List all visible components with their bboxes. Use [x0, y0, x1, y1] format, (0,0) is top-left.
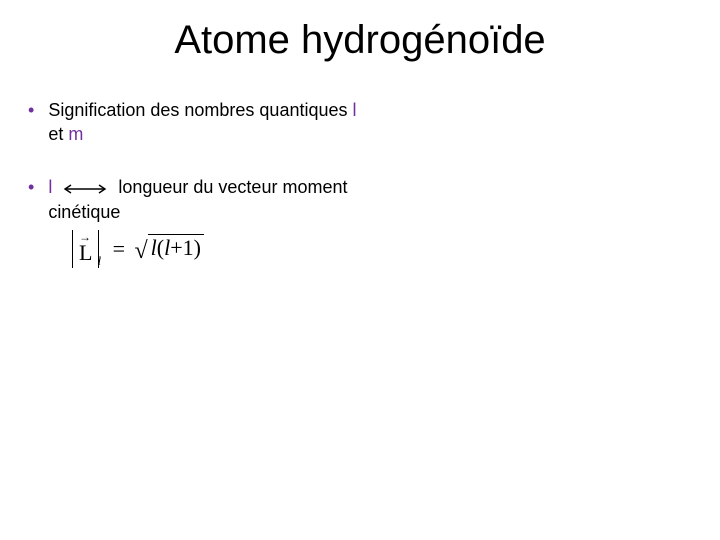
bullet-dot-icon: •: [28, 175, 34, 199]
equals-sign: =: [113, 236, 125, 261]
bullet-text-2: l longueur du vecteur moment cinétique: [48, 175, 368, 225]
radicand: l(l+1): [148, 234, 204, 261]
text-pre: Signification des nombres quantiques: [48, 100, 352, 120]
radical-icon: √: [135, 238, 148, 264]
formula-moment-cinetique: → L l = √l(l+1): [72, 230, 224, 268]
vector-L: → L: [79, 234, 92, 266]
double-arrow-icon: [63, 176, 107, 200]
abs-bars: → L: [72, 230, 99, 268]
bullet-item-longueur: • l longueur du vecteur moment cinétique: [28, 175, 368, 225]
subscript-l: l: [97, 253, 101, 268]
radicand-plus: +1: [170, 235, 193, 260]
quantum-l-2: l: [48, 177, 52, 197]
bullet-dot-icon: •: [28, 98, 34, 122]
radicand-close: ): [194, 235, 201, 260]
quantum-l: l: [353, 100, 357, 120]
bullet-text-1: Signification des nombres quantiques l e…: [48, 98, 368, 147]
bullet-item-signification: • Signification des nombres quantiques l…: [28, 98, 368, 147]
vector-arrow-icon: →: [79, 230, 90, 245]
page-title: Atome hydrogénoïde: [0, 18, 720, 63]
text-mid: et: [48, 124, 68, 144]
square-root: √l(l+1): [135, 235, 205, 263]
quantum-m: m: [68, 124, 83, 144]
